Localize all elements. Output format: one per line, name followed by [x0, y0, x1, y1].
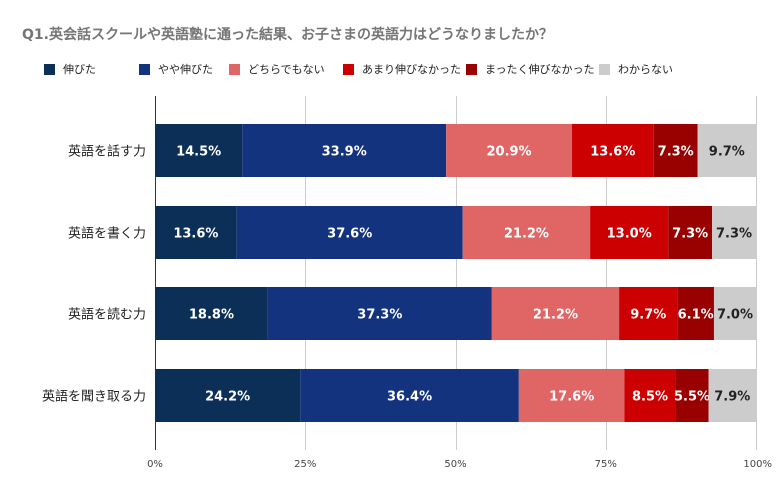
legend-swatch [466, 64, 477, 75]
data-label: 33.9% [322, 145, 367, 160]
bar-segment [677, 287, 714, 340]
data-label: 7.9% [714, 390, 750, 405]
x-tick-label: 0% [147, 459, 163, 470]
legend-swatch [139, 64, 150, 75]
data-label: 18.8% [189, 308, 234, 323]
legend-label: わからない [618, 63, 673, 76]
data-label: 24.2% [205, 390, 250, 405]
data-label: 21.2% [533, 308, 578, 323]
data-label: 36.4% [387, 390, 432, 405]
data-label: 8.5% [632, 390, 668, 405]
legend-label: まったく伸びなかった [485, 63, 595, 76]
data-label: 14.5% [176, 145, 221, 160]
bar-segment [675, 369, 709, 422]
bar-segment [242, 124, 447, 177]
bar-segment [619, 287, 678, 340]
bar-segment [462, 206, 591, 259]
data-label: 6.1% [678, 308, 714, 323]
bar-segment [491, 287, 620, 340]
data-label: 5.5% [674, 390, 710, 405]
chart-title: Q1.英会話スクールや英語塾に通った結果、お子さまの英語力はどうなりましたか？ [22, 27, 553, 43]
x-tick-label: 75% [595, 459, 617, 470]
legend-label: どちらでもない [248, 63, 325, 76]
bar-segment [712, 206, 756, 259]
bar-segment [300, 369, 519, 422]
legend-label: やや伸びた [158, 63, 213, 76]
x-tick-label: 100% [743, 459, 772, 470]
bar-segment [155, 124, 243, 177]
legend-swatch [44, 64, 55, 75]
legend-label: あまり伸びなかった [362, 63, 461, 76]
bar-segment [518, 369, 625, 422]
data-label: 37.6% [327, 227, 372, 242]
bar-segment [624, 369, 676, 422]
data-label: 37.3% [357, 308, 402, 323]
bar-segment [571, 124, 654, 177]
bar-segment [446, 124, 572, 177]
bar-segment [155, 206, 237, 259]
data-label: 17.6% [549, 390, 594, 405]
category-label: 英語を聞き取る力 [42, 389, 146, 405]
data-label: 9.7% [709, 145, 745, 160]
data-label: 7.3% [672, 227, 708, 242]
data-label: 7.3% [658, 145, 694, 160]
x-tick-label: 50% [444, 459, 466, 470]
data-label: 13.6% [173, 227, 218, 242]
legend-swatch [343, 64, 354, 75]
legend-label: 伸びた [63, 63, 96, 76]
bar-segment [155, 287, 268, 340]
data-label: 20.9% [486, 145, 531, 160]
bar-segment [236, 206, 463, 259]
data-label: 13.0% [607, 227, 652, 242]
bar-segment [668, 206, 713, 259]
legend-swatch [599, 64, 610, 75]
data-label: 21.2% [504, 227, 549, 242]
data-label: 13.6% [590, 145, 635, 160]
bar-segment [708, 369, 756, 422]
bar-segment [653, 124, 698, 177]
data-label: 7.3% [716, 227, 752, 242]
bar-segment [155, 369, 301, 422]
data-label: 7.0% [717, 308, 753, 323]
bar-segment [267, 287, 492, 340]
bar-segment [697, 124, 756, 177]
bar-segment [713, 287, 756, 340]
bar-segment [590, 206, 669, 259]
category-label: 英語を書く力 [68, 226, 146, 242]
category-label: 英語を話す力 [68, 144, 146, 160]
data-label: 9.7% [630, 308, 666, 323]
category-label: 英語を読む力 [68, 307, 146, 323]
x-tick-label: 25% [294, 459, 316, 470]
legend-swatch [229, 64, 240, 75]
